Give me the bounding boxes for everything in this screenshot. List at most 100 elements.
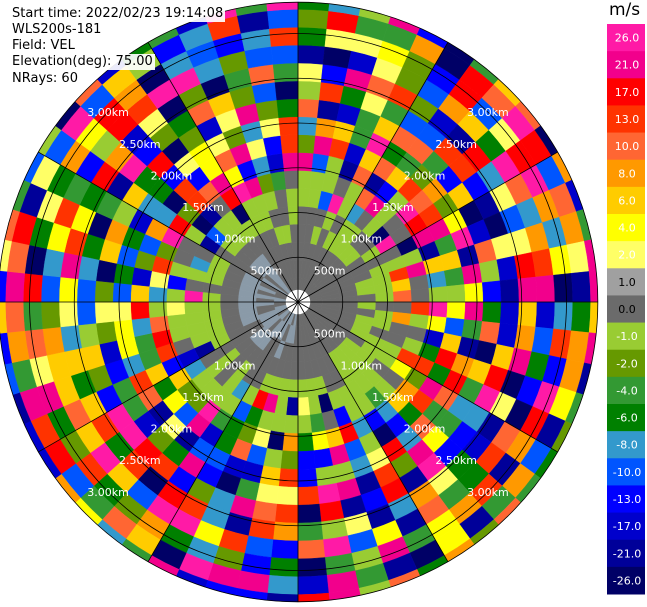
- colorbar-swatch: [607, 24, 645, 52]
- azimuth-spoke: [38, 151, 299, 303]
- colorbar-tick-label: -13.0: [613, 493, 641, 506]
- velocity-cell: [269, 27, 299, 47]
- colorbar-unit: m/s: [609, 0, 641, 20]
- velocity-cell: [499, 301, 520, 326]
- velocity-cell: [297, 134, 316, 154]
- azimuth-spoke: [147, 301, 299, 562]
- range-ring-label: 3.00km: [87, 486, 129, 499]
- velocity-cell: [276, 486, 299, 506]
- range-ring-label: 3.00km: [467, 486, 509, 499]
- colorbar-tick-label: 8.0: [618, 167, 636, 180]
- velocity-cell: [535, 301, 556, 330]
- velocity-cell: [297, 170, 312, 190]
- velocity-cell: [77, 255, 100, 281]
- velocity-cell: [95, 259, 118, 283]
- velocity-cell: [297, 468, 318, 488]
- range-ring-label: 500m: [251, 328, 283, 341]
- velocity-cell: [259, 117, 281, 139]
- velocity-cell: [553, 301, 573, 331]
- colorbar-swatch: [607, 51, 645, 79]
- velocity-cell: [297, 9, 329, 29]
- range-ring-label: 2.00km: [404, 423, 446, 436]
- velocity-cell: [410, 288, 430, 303]
- velocity-cell: [23, 273, 43, 303]
- velocity-cell: [280, 134, 299, 154]
- velocity-cell: [270, 539, 299, 560]
- velocity-cell: [317, 482, 341, 505]
- velocity-cell: [270, 44, 299, 65]
- velocity-cell: [478, 259, 501, 283]
- azimuth-spoke: [297, 42, 449, 303]
- velocity-cell: [571, 301, 591, 333]
- velocity-cell: [496, 323, 519, 349]
- range-ring-label: 3.00km: [467, 106, 509, 119]
- colorbar-swatch: [607, 566, 645, 595]
- velocity-cell: [319, 81, 345, 104]
- velocity-cell: [297, 414, 312, 434]
- velocity-cell: [262, 135, 283, 157]
- velocity-cell: [446, 301, 466, 320]
- velocity-cell: [287, 206, 299, 225]
- velocity-cell: [297, 379, 309, 398]
- velocity-cell: [297, 188, 311, 207]
- velocity-cell: [284, 414, 299, 434]
- colorbar-swatch: [607, 268, 645, 296]
- velocity-cell: [297, 27, 327, 47]
- colorbar-tick-label: 2.0: [618, 249, 636, 262]
- velocity-cell: [297, 575, 329, 595]
- velocity-cell: [130, 284, 150, 303]
- velocity-cell: [482, 301, 502, 324]
- range-ring-label: 500m: [314, 328, 346, 341]
- colorbar-tick-label: -1.0: [616, 330, 637, 343]
- velocity-cell: [5, 301, 25, 333]
- colorbar-tick-label: 0.0: [618, 303, 636, 316]
- colorbar-swatch: [607, 322, 645, 351]
- velocity-cell: [251, 500, 277, 523]
- azimuth-spoke: [147, 42, 299, 303]
- velocity-cell: [166, 288, 186, 303]
- colorbar-swatch: [607, 241, 645, 269]
- velocity-cell: [315, 465, 337, 487]
- velocity-cell: [5, 271, 25, 303]
- velocity-cell: [112, 282, 132, 303]
- velocity-cell: [94, 301, 114, 324]
- colorbar-swatch: [607, 458, 645, 486]
- range-ring-label: 2.50km: [119, 138, 161, 151]
- velocity-cell: [76, 278, 97, 303]
- velocity-cell: [443, 266, 465, 287]
- nrays-label: NRays: 60: [10, 71, 80, 87]
- colorbar-swatch: [607, 159, 645, 188]
- velocity-cell: [571, 271, 591, 303]
- range-ring-label: 2.00km: [404, 169, 446, 182]
- velocity-cells: [0, 1, 599, 603]
- colorbar-tick-label: -17.0: [613, 520, 641, 533]
- velocity-cell: [23, 301, 43, 331]
- velocity-cell: [94, 280, 114, 303]
- azimuth-spoke: [38, 301, 299, 453]
- velocity-cell: [297, 80, 322, 101]
- velocity-cell: [166, 301, 186, 316]
- range-ring-label: 2.00km: [151, 169, 193, 182]
- velocity-cell: [40, 274, 61, 303]
- velocity-cell: [496, 255, 519, 281]
- colorbar-tick-label: -26.0: [613, 574, 641, 587]
- velocity-cell: [280, 450, 299, 470]
- velocity-cell: [274, 503, 299, 524]
- colorbar-tick-label: -6.0: [616, 412, 637, 425]
- start-time-label: Start time: 2022/02/23 19:14:08: [10, 6, 226, 22]
- colorbar-swatch: [607, 485, 645, 514]
- range-ring-label: 3.00km: [87, 106, 129, 119]
- colorbar-swatch: [607, 214, 645, 242]
- velocity-cell: [393, 289, 412, 303]
- range-ring-label: 2.50km: [435, 454, 477, 467]
- velocity-cell: [297, 557, 327, 577]
- velocity-cell: [482, 280, 502, 303]
- velocity-cell: [251, 81, 277, 104]
- colorbar-tick-label: 21.0: [615, 59, 640, 72]
- velocity-cell: [499, 278, 520, 303]
- colorbar-swatch: [607, 349, 645, 378]
- velocity-cell: [255, 99, 279, 122]
- velocity-cell: [461, 263, 483, 285]
- range-ring-label: 2.00km: [151, 423, 193, 436]
- velocity-cell: [297, 486, 320, 506]
